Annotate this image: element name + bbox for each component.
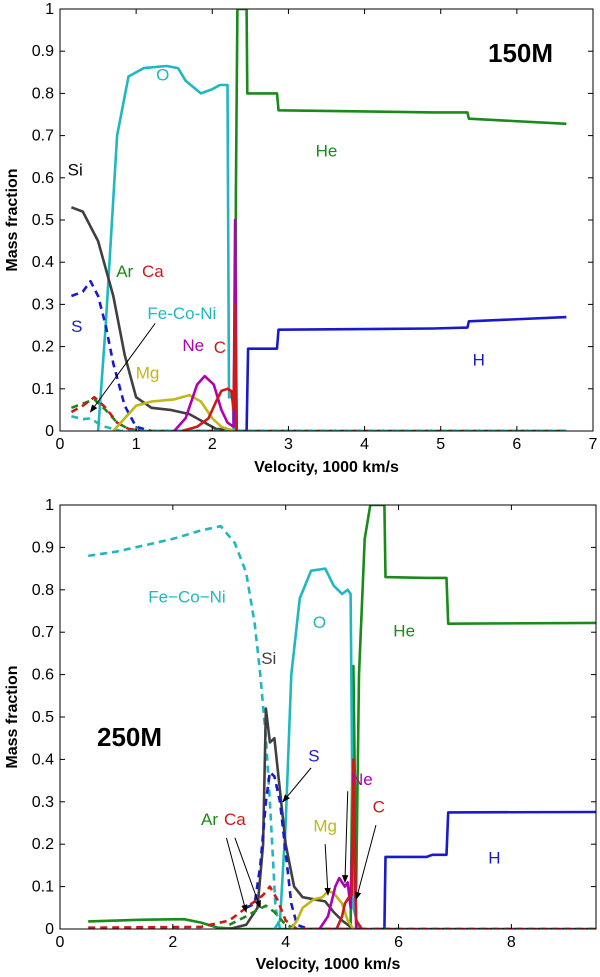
element-label-c: C — [214, 338, 226, 357]
y-tick-label: 0.8 — [32, 582, 54, 599]
x-tick-label: 7 — [589, 436, 598, 453]
y-tick-label: 0.2 — [32, 339, 54, 356]
series-line-he — [88, 505, 596, 929]
series-line-s — [245, 770, 596, 929]
plot-frame — [59, 504, 597, 930]
annotation-arrow — [354, 824, 377, 901]
element-label-ar: Ar — [201, 810, 218, 829]
x-tick-label: 5 — [436, 436, 445, 453]
x-tick-label: 6 — [394, 934, 403, 951]
series-line-c — [181, 303, 238, 431]
element-label-ne: Ne — [182, 336, 204, 355]
model-label: 150M — [488, 38, 553, 68]
element-label-c: C — [373, 797, 385, 816]
y-tick-label: 0.4 — [32, 254, 54, 271]
series-group — [88, 505, 596, 929]
x-tick-label: 2 — [208, 436, 217, 453]
annotation-arrow — [324, 844, 331, 896]
y-tick-label: 0.6 — [32, 667, 54, 684]
annotation-arrow — [341, 791, 349, 884]
x-tick-label: 3 — [284, 436, 293, 453]
series-line-o — [96, 64, 236, 431]
y-tick-label: 0.9 — [32, 539, 54, 556]
x-tick-label: 0 — [56, 436, 65, 453]
model-label: 250M — [97, 722, 162, 752]
y-tick-label: 0.1 — [32, 381, 54, 398]
x-tick-label: 1 — [132, 436, 141, 453]
element-label-s: S — [308, 747, 319, 766]
chart-panel-250M: 0 2 4 6 8 0 0.1 0.2 0.3 0.4 0.5 0.6 0.7 0.8 0.9 1 Veloci… — [4, 497, 597, 973]
annotation-arrow — [89, 323, 156, 413]
element-label-si: Si — [68, 161, 83, 180]
series-line-s — [70, 279, 567, 431]
element-label-o: O — [313, 613, 326, 632]
y-tick-label: 1 — [45, 497, 54, 514]
element-label-ca: Ca — [142, 262, 164, 281]
y-axis-label: Mass fraction — [4, 665, 21, 768]
annotation-arrow — [234, 837, 261, 909]
series-line-h — [235, 315, 567, 431]
element-label-fe-co-ni: Fe−Co−Ni — [148, 588, 225, 607]
y-tick-label: 0.3 — [32, 296, 54, 313]
x-axis-label: Velocity, 1000 km/s — [254, 459, 399, 476]
x-tick-label: 8 — [507, 934, 516, 951]
element-label-fe-co-ni: Fe-Co-Ni — [147, 304, 216, 323]
series-line-o — [273, 567, 361, 929]
element-label-mg: Mg — [313, 816, 337, 835]
element-label-mg: Mg — [136, 363, 160, 382]
x-tick-label: 4 — [360, 436, 369, 453]
y-tick-label: 0.2 — [32, 836, 54, 853]
annotation-arrow — [282, 767, 312, 803]
y-tick-label: 0.4 — [32, 751, 54, 768]
element-label-ar: Ar — [116, 262, 133, 281]
x-tick-label: 2 — [168, 934, 177, 951]
y-tick-label: 0.7 — [32, 624, 54, 641]
y-tick-label: 0.7 — [32, 128, 54, 145]
element-label-h: H — [488, 848, 500, 867]
element-label-s: S — [71, 317, 82, 336]
y-tick-label: 0.3 — [32, 794, 54, 811]
series-line-he — [233, 9, 567, 431]
annotation-arrow — [225, 837, 248, 913]
element-label-he: He — [393, 621, 415, 640]
element-label-h: H — [473, 351, 485, 370]
y-tick-label: 1 — [45, 1, 54, 18]
y-tick-label: 0 — [45, 921, 54, 938]
series-line-mg — [112, 393, 236, 431]
x-tick-label: 6 — [512, 436, 521, 453]
y-tick-label: 0.1 — [32, 879, 54, 896]
y-axis-label: Mass fraction — [4, 168, 21, 271]
series-line-fe-co-ni — [88, 524, 282, 929]
series-line-h — [376, 810, 596, 929]
element-label-ne: Ne — [351, 770, 373, 789]
series-line-si — [70, 206, 240, 431]
series-line-fe-co-ni — [71, 414, 567, 431]
y-tick-label: 0.6 — [32, 170, 54, 187]
element-label-ca: Ca — [224, 810, 246, 829]
element-label-si: Si — [261, 649, 276, 668]
x-axis-label: Velocity, 1000 km/s — [256, 956, 401, 973]
y-tick-label: 0.8 — [32, 85, 54, 102]
y-tick-label: 0.9 — [32, 43, 54, 60]
series-line-ca — [88, 885, 596, 929]
x-tick-label: 4 — [281, 934, 290, 951]
chart-panel-150M: 0 1 2 3 4 5 6 7 0 0.1 0.2 0.3 0.4 0.5 0.6 0.7 0.8 0.9 1 Vel… — [4, 1, 598, 476]
element-label-he: He — [316, 142, 338, 161]
x-tick-label: 0 — [56, 934, 65, 951]
y-tick-label: 0.5 — [32, 212, 54, 229]
y-tick-label: 0.5 — [32, 709, 54, 726]
element-label-o: O — [156, 66, 169, 85]
y-tick-label: 0 — [45, 423, 54, 440]
